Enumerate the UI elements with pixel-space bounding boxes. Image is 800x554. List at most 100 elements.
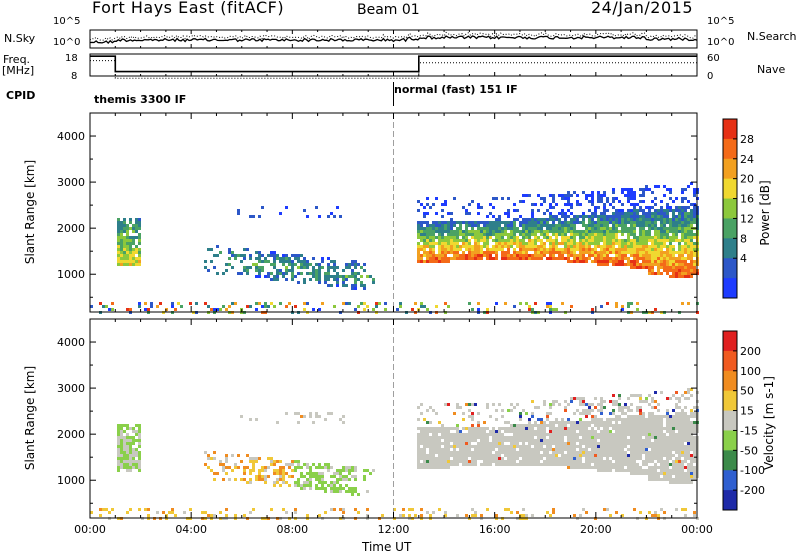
velocity-cell [519, 412, 522, 415]
power-cell [639, 254, 642, 257]
power-cell [576, 203, 579, 206]
velocity-cell [348, 469, 351, 472]
velocity-cell [579, 424, 582, 427]
power-cell [441, 254, 444, 257]
velocity-cell [471, 454, 474, 457]
velocity-cell [351, 469, 354, 472]
velocity-cell [513, 406, 516, 409]
power-cell [552, 197, 555, 200]
power-cell [135, 251, 138, 254]
power-cell [267, 254, 270, 257]
power-cell [255, 266, 258, 269]
velocity-cell [504, 451, 507, 454]
velocity-cell [570, 421, 573, 424]
power-cell [606, 236, 609, 239]
velocity-cell [666, 409, 669, 412]
velocity-cell [432, 409, 435, 412]
power-cell [471, 230, 474, 233]
power-cell [117, 221, 120, 224]
velocity-cell [585, 457, 588, 460]
power-cell [429, 245, 432, 248]
power-cell [609, 251, 612, 254]
power-cell [672, 227, 675, 230]
velocity-cell [651, 430, 654, 433]
power-cell [582, 233, 585, 236]
power-cell [657, 272, 660, 275]
freq-label: Freq. [3, 53, 31, 66]
power-cell [606, 224, 609, 227]
power-cell [447, 212, 450, 215]
velocity-cell [585, 409, 588, 412]
velocity-cell [600, 418, 603, 421]
velocity-cell [318, 478, 321, 481]
velocity-cell [522, 457, 525, 460]
velocity-cell [645, 463, 648, 466]
power-cell [648, 236, 651, 239]
velocity-cell [633, 427, 636, 430]
power-cell [633, 236, 636, 239]
power-cell [687, 206, 690, 209]
power-cell [510, 257, 513, 260]
velocity-cell [615, 439, 618, 442]
power-cell [471, 224, 474, 227]
power-cell [354, 284, 357, 287]
velocity-cell [522, 514, 525, 517]
velocity-cell [681, 436, 684, 439]
velocity-cell [588, 430, 591, 433]
velocity-cell [594, 460, 597, 463]
power-cell [648, 254, 651, 257]
power-cell [504, 230, 507, 233]
velocity-cell [528, 445, 531, 448]
power-cell [549, 257, 552, 260]
velocity-cell [531, 454, 534, 457]
power-cell [555, 215, 558, 218]
power-cell [600, 236, 603, 239]
power-cell [327, 278, 330, 281]
velocity-cell [627, 430, 630, 433]
power-cell [453, 245, 456, 248]
velocity-cell [627, 469, 630, 472]
velocity-cell [588, 409, 591, 412]
power-cell [579, 254, 582, 257]
velocity-cell [420, 403, 423, 406]
power-cell [591, 239, 594, 242]
velocity-cell [282, 466, 285, 469]
velocity-cell [429, 460, 432, 463]
power-cell [417, 254, 420, 257]
power-cell [627, 218, 630, 221]
power-cell [627, 242, 630, 245]
velocity-cell [687, 478, 690, 481]
power-cell [669, 218, 672, 221]
velocity-cell [690, 415, 693, 418]
velocity-cell [528, 463, 531, 466]
power-cell [591, 200, 594, 203]
power-cell [669, 266, 672, 269]
velocity-cell [420, 457, 423, 460]
power-cell [666, 206, 669, 209]
power-cell [582, 242, 585, 245]
power-cell [204, 302, 207, 305]
power-cell [600, 224, 603, 227]
power-cell [426, 233, 429, 236]
velocity-cell [600, 424, 603, 427]
velocity-cell [351, 487, 354, 490]
power-cell [594, 245, 597, 248]
power-cell [687, 275, 690, 278]
velocity-cell [537, 427, 540, 430]
power-cell [120, 248, 123, 251]
velocity-cell [522, 451, 525, 454]
power-cell [462, 242, 465, 245]
velocity-cell [624, 412, 627, 415]
velocity-cell [531, 433, 534, 436]
power-cell [654, 236, 657, 239]
velocity-cell [525, 424, 528, 427]
power-cell [552, 251, 555, 254]
power-cell [261, 269, 264, 272]
velocity-cell [132, 442, 135, 445]
power-cell [327, 275, 330, 278]
power-cell [681, 263, 684, 266]
velocity-cell [336, 490, 339, 493]
velocity-cell [618, 430, 621, 433]
power-cell [423, 230, 426, 233]
velocity-cell [444, 439, 447, 442]
